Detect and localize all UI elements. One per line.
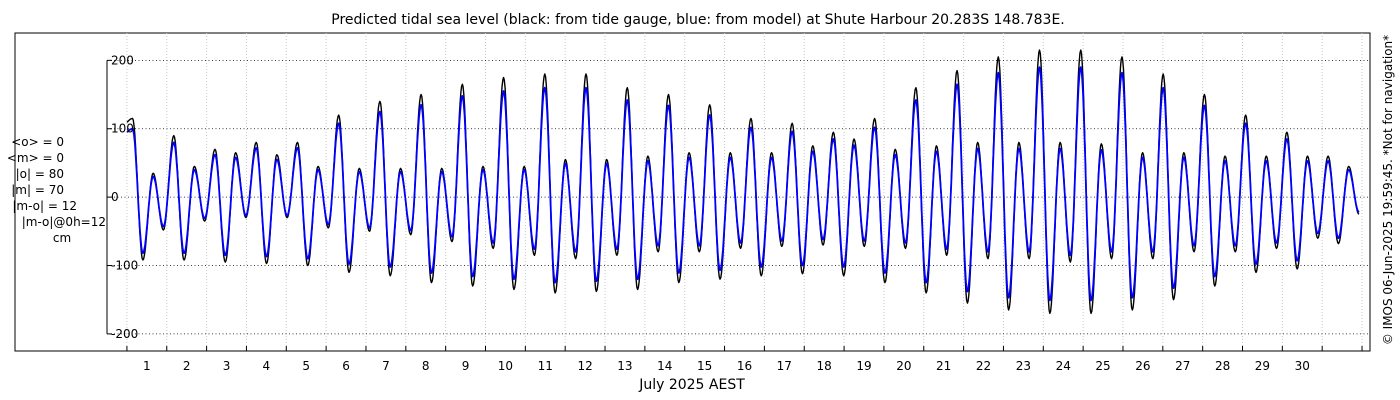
x-tick-label: 25 — [1095, 359, 1110, 373]
x-tick-label: 20 — [896, 359, 911, 373]
y-tick-label: -100 — [111, 259, 138, 273]
y-tick-label: 0 — [111, 190, 119, 204]
x-axis-label: July 2025 AEST — [638, 377, 745, 393]
x-tick-label: 6 — [342, 359, 350, 373]
axes — [106, 59, 1370, 352]
x-tick-label: 2 — [183, 359, 191, 373]
x-tick-label: 30 — [1295, 359, 1310, 373]
x-tick-label: 5 — [302, 359, 310, 373]
copyright-note: © IMOS 06-Jun-2025 19:59:45. *Not for na… — [1381, 35, 1395, 345]
stats-line: |o| = 80 — [16, 167, 64, 181]
x-tick-label: 21 — [936, 359, 951, 373]
x-tick-label: 16 — [737, 359, 752, 373]
stats-block: <o> = 0 <m> = 0 |o| = 80 |m| = 70 |m-o| … — [7, 135, 106, 245]
x-tick-label: 11 — [538, 359, 553, 373]
x-tick-label: 18 — [817, 359, 832, 373]
x-tick-label: 19 — [856, 359, 871, 373]
stats-line: <o> = 0 — [11, 135, 64, 149]
y-tick-label: 100 — [111, 122, 134, 136]
x-tick-label: 24 — [1056, 359, 1071, 373]
x-tick-label: 7 — [382, 359, 390, 373]
x-tick-label: 27 — [1175, 359, 1190, 373]
stats-line: |m| = 70 — [11, 183, 64, 197]
chart-title: Predicted tidal sea level (black: from t… — [331, 12, 1065, 28]
x-tick-label: 3 — [223, 359, 231, 373]
series-lines — [126, 49, 1360, 315]
x-tick-label: 12 — [577, 359, 592, 373]
y-tick-label: 200 — [111, 53, 134, 67]
y-tick-labels: -200 -100 0 100 200 — [111, 53, 138, 341]
x-tick-label: 28 — [1215, 359, 1230, 373]
x-tick-label: 8 — [422, 359, 430, 373]
outer-frame — [14, 32, 1371, 352]
x-tick-label: 13 — [617, 359, 632, 373]
x-tick-label: 14 — [657, 359, 672, 373]
x-tick-label: 15 — [697, 359, 712, 373]
stats-line: <m> = 0 — [7, 151, 64, 165]
x-tick-label: 17 — [777, 359, 792, 373]
x-tick-label: 10 — [498, 359, 513, 373]
series-line-model — [126, 66, 1360, 302]
x-tick-label: 22 — [976, 359, 991, 373]
x-tick-label: 1 — [143, 359, 151, 373]
stats-line: cm — [53, 231, 71, 245]
stats-line: |m-o| = 12 — [12, 199, 77, 213]
stats-line: |m-o|@0h=12 — [22, 215, 106, 229]
x-tick-label: 4 — [263, 359, 271, 373]
x-tick-label: 9 — [462, 359, 470, 373]
x-tick-label: 23 — [1016, 359, 1031, 373]
x-tick-label: 29 — [1255, 359, 1270, 373]
x-tick-label: 26 — [1135, 359, 1150, 373]
y-tick-label: -200 — [111, 327, 138, 341]
x-tick-labels: 1 2 3 4 5 6 7 8 9 10 11 12 13 14 15 16 17 18 19 20 21 22 23 24 2… — [143, 359, 1310, 373]
